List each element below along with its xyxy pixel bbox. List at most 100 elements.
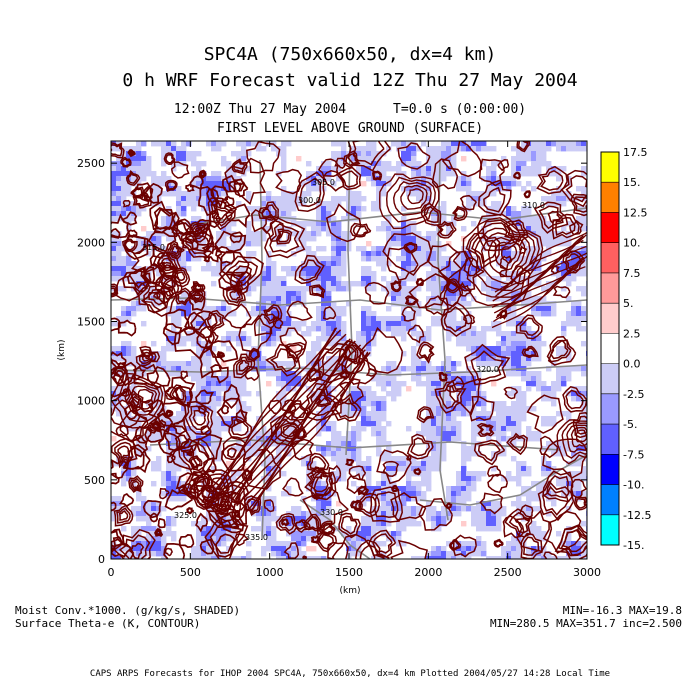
theta-e-contour: [378, 173, 440, 230]
shade-cell: [241, 361, 247, 367]
theta-e-contour: [140, 291, 167, 314]
shade-cell: [331, 301, 337, 307]
theta-e-contour: [218, 352, 224, 357]
shade-cell: [506, 176, 512, 182]
shade-cell: [171, 426, 177, 432]
shade-cell: [341, 366, 347, 372]
shade-cell: [536, 156, 542, 162]
shade-cell: [406, 481, 412, 487]
shade-cell: [476, 351, 482, 357]
shade-cell: [466, 476, 472, 482]
shade-cell: [556, 271, 562, 277]
shade-cell: [486, 361, 492, 367]
shade-cell: [406, 491, 412, 497]
shade-cell: [276, 226, 282, 232]
shade-cell: [126, 421, 132, 427]
shade-cell: [391, 276, 397, 282]
shade-cell: [456, 511, 462, 517]
shade-cell: [556, 346, 562, 352]
shade-cell: [436, 436, 442, 442]
shade-cell: [516, 276, 522, 282]
shade-cell: [451, 496, 457, 502]
shade-cell: [361, 266, 367, 272]
theta-e-contour: [235, 340, 356, 500]
shade-cell: [241, 341, 247, 347]
theta-e-contour: [491, 266, 586, 329]
shade-cell: [206, 211, 212, 217]
shade-cell: [426, 481, 432, 487]
shade-cell: [216, 171, 222, 177]
shade-cell: [371, 161, 377, 167]
shade-cell: [231, 531, 237, 537]
shade-cell: [566, 236, 572, 242]
shade-cell: [481, 411, 487, 417]
shade-cell: [221, 261, 227, 267]
theta-e-contour: [135, 345, 161, 367]
shade-cell: [151, 436, 157, 442]
shade-cell: [316, 306, 322, 312]
theta-e-contour: [413, 467, 422, 476]
shade-cell: [426, 376, 432, 382]
shade-cell: [216, 401, 222, 407]
shade-cell: [331, 141, 337, 147]
shade-cell: [491, 191, 497, 197]
shade-cell: [526, 506, 532, 512]
shade-cell: [116, 201, 122, 207]
shade-cell: [376, 196, 382, 202]
shade-cell: [181, 291, 187, 297]
theta-e-contour: [215, 533, 236, 558]
shade-cell: [191, 391, 197, 397]
shade-cell: [466, 556, 472, 559]
shade-cell: [151, 236, 157, 242]
shade-cell: [581, 551, 587, 557]
shade-cell: [301, 511, 307, 517]
shade-cell: [431, 436, 437, 442]
shade-cell: [506, 306, 512, 312]
shade-cell: [206, 181, 212, 187]
shade-cell: [561, 381, 567, 387]
shade-cell: [571, 391, 577, 397]
shade-cell: [471, 196, 477, 202]
shade-cell: [471, 341, 477, 347]
shade-cell: [511, 391, 517, 397]
shade-cell: [541, 256, 547, 262]
shade-cell: [236, 416, 242, 422]
theta-e-contour: [310, 471, 337, 501]
shade-cell: [401, 496, 407, 502]
shade-cell: [276, 456, 282, 462]
theta-e-contour: [446, 503, 452, 509]
shade-cell: [331, 431, 337, 437]
shade-cell: [211, 396, 217, 402]
theta-e-contour: [186, 221, 209, 243]
shade-cell: [526, 181, 532, 187]
shade-cell: [201, 536, 207, 542]
shade-cell: [311, 346, 317, 352]
shade-cell: [401, 171, 407, 177]
shade-cell: [326, 211, 332, 217]
shade-cell: [281, 551, 287, 557]
theta-e-contour: [169, 384, 187, 404]
shade-cell: [116, 206, 122, 212]
shade-cell: [406, 296, 412, 302]
shade-cell: [316, 206, 322, 212]
shade-cell: [351, 351, 357, 357]
theta-e-contour: [278, 515, 295, 532]
shade-cell: [506, 271, 512, 277]
theta-e-contour: [575, 498, 587, 509]
shade-cell: [441, 451, 447, 457]
theta-e-contour: [309, 284, 326, 299]
shade-cell: [481, 341, 487, 347]
shade-cell: [461, 466, 467, 472]
shade-cell: [491, 556, 497, 559]
shade-cell: [516, 416, 522, 422]
theta-e-contour: [552, 285, 571, 299]
shade-cell: [581, 251, 587, 257]
shade-cell: [436, 511, 442, 517]
shade-cell: [496, 201, 502, 207]
shade-cell: [286, 431, 292, 437]
shade-cell: [121, 461, 127, 467]
shade-cell: [181, 496, 187, 502]
shade-cell: [506, 426, 512, 432]
shade-cell: [311, 396, 317, 402]
shade-cell: [506, 391, 512, 397]
